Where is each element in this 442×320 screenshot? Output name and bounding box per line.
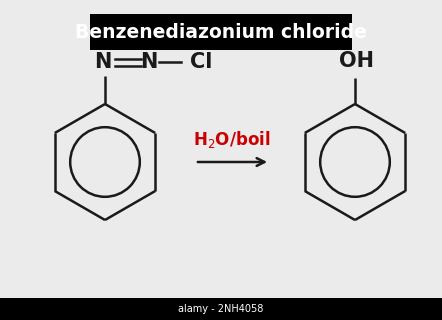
Text: OH: OH	[339, 51, 373, 71]
Text: N: N	[94, 52, 112, 72]
Text: alamy - 2NH4058: alamy - 2NH4058	[178, 304, 264, 314]
Text: Cl: Cl	[190, 52, 212, 72]
Text: H$_2$O/boil: H$_2$O/boil	[193, 130, 271, 150]
Bar	[90, 14, 352, 50]
Bar	[0, 298, 442, 320]
Text: Benzenediazonium chloride: Benzenediazonium chloride	[75, 22, 367, 42]
Text: N: N	[140, 52, 158, 72]
